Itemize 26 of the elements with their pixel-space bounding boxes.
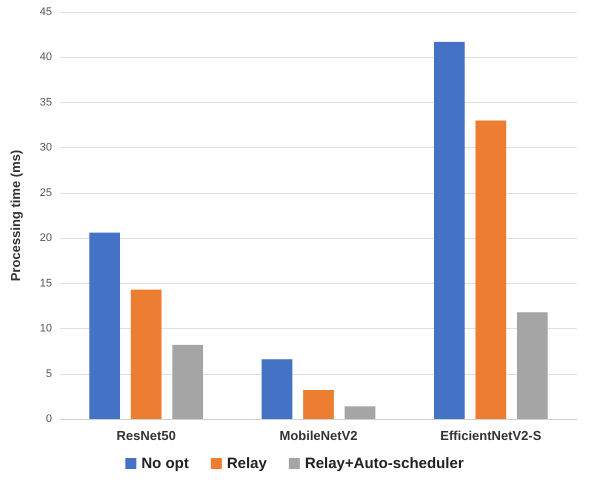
x-tick-label: EfficientNetV2-S bbox=[440, 428, 542, 443]
bar bbox=[262, 359, 292, 419]
y-tick-label: 15 bbox=[40, 277, 52, 290]
y-tick-label: 30 bbox=[40, 142, 52, 154]
y-tick-label: 25 bbox=[40, 186, 52, 199]
y-tick-label: 35 bbox=[40, 96, 52, 108]
legend-label: No opt bbox=[141, 455, 189, 472]
bar bbox=[303, 390, 334, 419]
y-tick-label: 5 bbox=[46, 368, 52, 380]
y-tick-label: 10 bbox=[40, 322, 52, 335]
y-tick-label: 0 bbox=[46, 413, 52, 425]
bar bbox=[172, 344, 204, 419]
y-axis-title: Processing time (ms) bbox=[8, 150, 23, 282]
x-tick-label: ResNet50 bbox=[116, 428, 176, 443]
bar bbox=[475, 120, 506, 419]
bar bbox=[434, 42, 465, 419]
legend-label: Relay+Auto-scheduler bbox=[304, 455, 464, 472]
bar bbox=[516, 312, 548, 419]
y-tick-label: 20 bbox=[40, 232, 52, 244]
bar bbox=[89, 232, 120, 419]
y-tick-label: 40 bbox=[40, 51, 52, 64]
y-tick-label: 45 bbox=[40, 6, 52, 18]
legend-label: Relay bbox=[226, 455, 268, 472]
x-tick-label: MobileNetV2 bbox=[279, 428, 358, 443]
bar bbox=[130, 290, 162, 419]
bar bbox=[344, 406, 376, 419]
